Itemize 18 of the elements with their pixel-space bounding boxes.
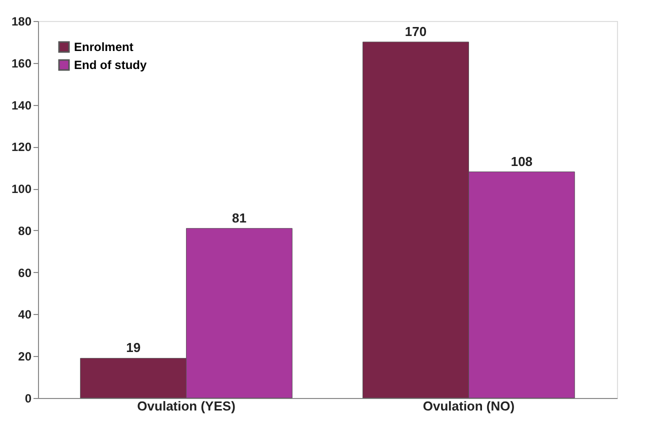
data-label: 170 [404,24,427,39]
y-tick-label: 100 [11,182,32,196]
y-tick-label: 0 [24,392,32,406]
y-tick-label: 140 [11,98,32,112]
y-tick-label: 60 [18,266,32,280]
y-tick-label: 120 [11,140,32,154]
y-tick-label: 80 [18,224,32,238]
y-tick-label: 40 [18,308,32,322]
y-tick-label: 160 [11,56,32,70]
y-tick-label: 20 [18,350,32,364]
legend-label: End of study [74,58,147,72]
x-tick-label: Ovulation (NO) [422,398,515,414]
data-label: 108 [510,154,533,169]
data-label: 81 [232,210,246,226]
legend-label: Enrolment [74,40,134,54]
y-tick-label: 180 [11,14,32,28]
x-tick-label: Ovulation (YES) [137,398,236,414]
data-label: 19 [126,340,141,356]
